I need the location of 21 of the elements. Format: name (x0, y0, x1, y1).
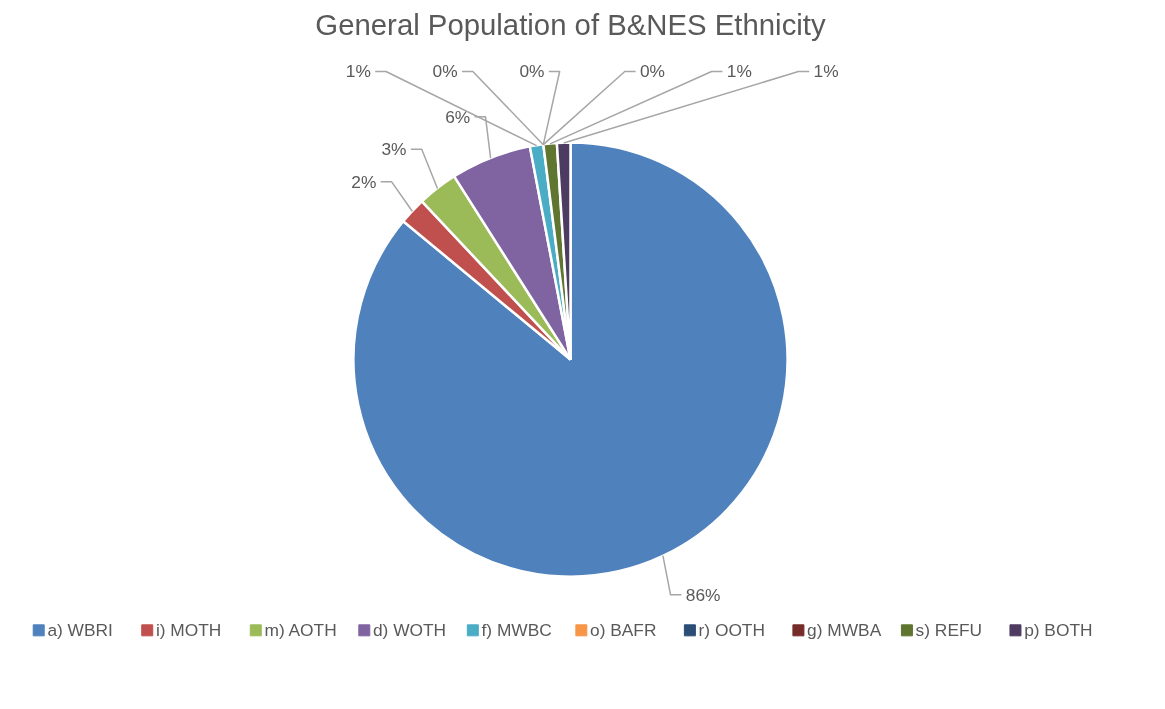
data-label: 86% (685, 584, 721, 605)
text: 0% (519, 61, 545, 82)
legend-label: g) MWBA (807, 620, 882, 641)
legend-label: d) WOTH (372, 620, 447, 641)
legend-label: f) MWBC (481, 620, 552, 641)
data-label: 1% (726, 61, 752, 82)
legend-label: m) AOTH (264, 620, 337, 641)
legend-label: a) WBRI (47, 620, 113, 641)
data-label: 3% (381, 139, 407, 160)
data-label: 1% (345, 61, 371, 82)
legend-label: o) BAFR (590, 620, 657, 641)
legend-label: p) BOTH (1024, 620, 1093, 641)
text: 0% (639, 61, 665, 82)
legend-label: i) MOTH (155, 620, 222, 641)
chart-title: General Population of B&NES Ethnicity (315, 7, 826, 41)
data-label: 2% (351, 171, 377, 192)
data-label: 6% (445, 106, 471, 127)
data-label: 1% (813, 61, 839, 82)
legend-label: r) OOTH (698, 620, 765, 641)
text: 0% (432, 61, 458, 82)
legend-label: s) REFU (915, 620, 983, 641)
